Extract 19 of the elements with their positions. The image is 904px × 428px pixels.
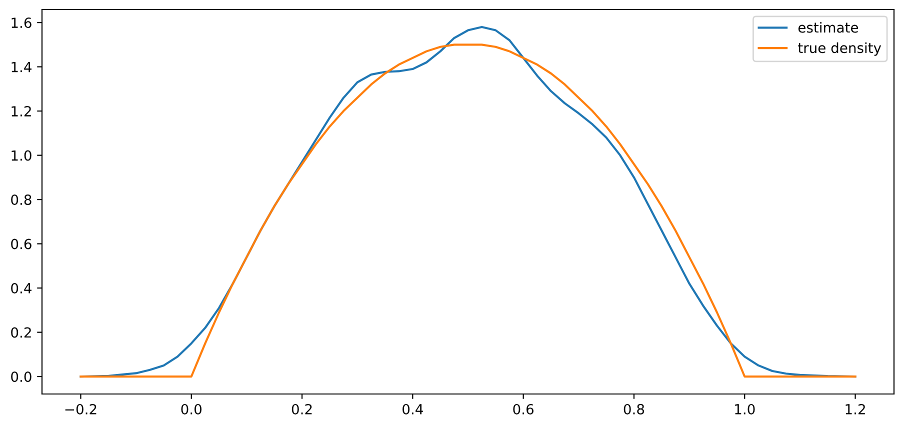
y-tick-label: 0.2: [11, 327, 31, 338]
y-tick-label: 0.6: [11, 238, 32, 250]
x-tick-label: 1.2: [846, 404, 865, 414]
y-tick-label: 1.4: [12, 62, 32, 72]
x-tick-label: −0.2: [65, 404, 96, 414]
x-tick-label: 0.2: [292, 404, 312, 414]
x-tick-label: 0.8: [624, 404, 644, 414]
y-tick-label: 0.0: [11, 371, 32, 382]
legend-label: estimate: [798, 22, 858, 33]
y-tick-label: 0.8: [11, 194, 32, 206]
x-tick-label: 1.0: [735, 404, 755, 414]
x-tick-label: 0.6: [513, 404, 534, 414]
y-tick-label: 1.6: [12, 18, 32, 28]
x-tick-label: 0.4: [402, 404, 423, 414]
legend-label: true density: [798, 42, 882, 56]
y-tick-label: 0.4: [11, 283, 32, 294]
y-tick-label: 1.2: [12, 106, 31, 116]
y-tick-label: 1.0: [12, 150, 32, 161]
x-tick-label: 0.0: [181, 404, 202, 414]
